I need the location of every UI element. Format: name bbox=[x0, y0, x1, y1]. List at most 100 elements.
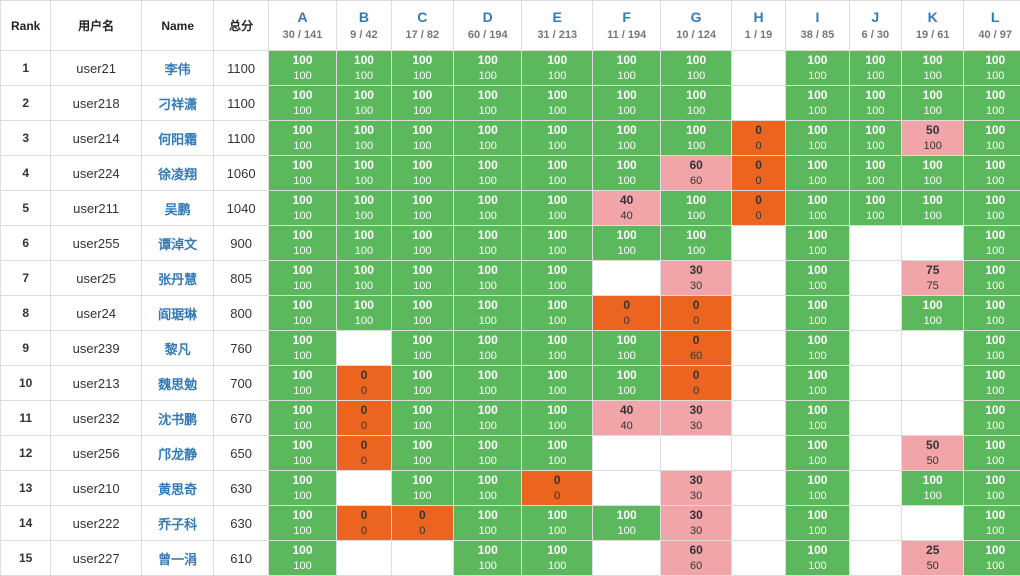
user-name-link[interactable]: 吴鹏 bbox=[141, 191, 213, 226]
header-total[interactable]: 总分 bbox=[214, 1, 268, 51]
user-name-link[interactable]: 何阳霜 bbox=[141, 121, 213, 156]
user-name-link[interactable]: 魏思勉 bbox=[141, 366, 213, 401]
problem-letter[interactable]: B bbox=[337, 9, 390, 25]
user-name-link[interactable]: 张丹慧 bbox=[141, 261, 213, 296]
header-name[interactable]: Name bbox=[141, 1, 213, 51]
user-name-link[interactable]: 谭淖文 bbox=[141, 226, 213, 261]
problem-letter[interactable]: C bbox=[392, 9, 453, 25]
user-name-link[interactable]: 徐凌翔 bbox=[141, 156, 213, 191]
problem-letter[interactable]: A bbox=[269, 9, 336, 25]
user-name-link[interactable]: 邝龙静 bbox=[141, 436, 213, 471]
user-name-link[interactable]: 阎琚琳 bbox=[141, 296, 213, 331]
user-name-link[interactable]: 沈书鹏 bbox=[141, 401, 213, 436]
problem-letter[interactable]: D bbox=[454, 9, 521, 25]
user-name-link[interactable]: 李伟 bbox=[141, 51, 213, 86]
user-name-link[interactable]: 刁祥潇 bbox=[141, 86, 213, 121]
problem-letter[interactable]: F bbox=[593, 9, 660, 25]
user-name-link[interactable]: 黄思奇 bbox=[141, 471, 213, 506]
problem-letter[interactable]: I bbox=[786, 9, 848, 25]
problem-letter[interactable]: E bbox=[522, 9, 591, 25]
